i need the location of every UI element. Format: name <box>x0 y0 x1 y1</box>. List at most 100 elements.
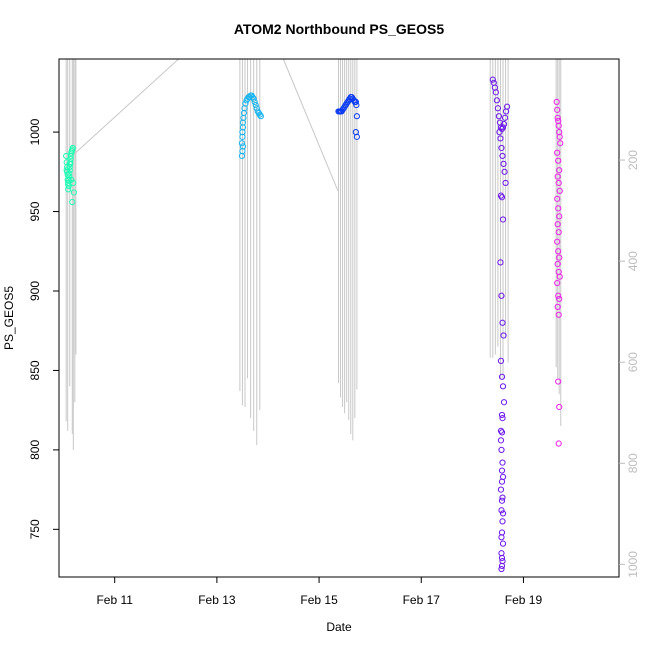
data-point <box>498 373 506 380</box>
data-point <box>501 114 509 121</box>
data-point <box>498 411 506 419</box>
data-point <box>68 176 75 183</box>
data-point <box>499 518 506 525</box>
data-point <box>498 534 505 541</box>
data-point <box>65 186 72 193</box>
data-point <box>498 478 506 485</box>
data-point <box>498 565 505 573</box>
data-point <box>555 292 562 299</box>
data-point <box>554 114 561 121</box>
x-tick-label: Feb 17 <box>403 593 441 607</box>
data-point <box>70 179 77 187</box>
data-point <box>63 167 70 174</box>
y-tick-label: 900 <box>28 281 42 301</box>
data-point <box>497 486 505 493</box>
data-point <box>492 89 499 96</box>
track-line <box>282 58 339 192</box>
data-point <box>556 295 563 303</box>
y-tick-label: 750 <box>28 519 42 539</box>
x-tick-label: Feb 11 <box>96 593 133 607</box>
data-point <box>554 106 561 113</box>
data-point <box>70 189 77 196</box>
data-point <box>554 173 561 180</box>
data-point <box>555 378 562 385</box>
data-point <box>498 194 506 201</box>
data-point <box>556 273 563 280</box>
data-point <box>495 113 503 120</box>
data-point <box>497 427 505 434</box>
data-point <box>352 98 359 106</box>
data-point <box>554 149 561 156</box>
data-point <box>252 101 259 109</box>
data-point <box>499 510 507 517</box>
x-tick-label: Feb 19 <box>505 593 543 607</box>
y-tick-label: 950 <box>28 201 42 221</box>
data-point <box>499 494 506 501</box>
data-point <box>69 144 76 152</box>
x-tick-label: Feb 15 <box>300 593 338 607</box>
x-tick-label: Feb 13 <box>198 593 236 607</box>
data-point <box>65 176 72 183</box>
data-point <box>494 105 502 112</box>
data-point <box>66 167 73 174</box>
data-point <box>555 205 562 212</box>
vertical-profile-lines <box>65 59 562 450</box>
data-point <box>498 144 505 152</box>
data-point <box>69 198 76 206</box>
y2-tick-label: 400 <box>626 251 640 271</box>
data-point <box>500 399 508 406</box>
data-point <box>63 152 70 160</box>
data-point <box>489 76 496 83</box>
data-point <box>250 95 257 102</box>
data-point <box>556 254 563 261</box>
data-point <box>555 248 562 255</box>
data-point <box>498 507 505 514</box>
data-point <box>353 101 360 109</box>
data-point <box>498 292 505 299</box>
data-point <box>554 303 561 310</box>
data-point <box>499 459 506 466</box>
y-tick-label: 850 <box>28 360 42 380</box>
data-point <box>555 229 562 236</box>
data-point <box>554 279 561 287</box>
data-point <box>500 160 507 167</box>
chart-title: ATOM2 Northbound PS_GEOS5 <box>234 21 444 37</box>
data-point <box>498 467 506 474</box>
y-tick-label: 1000 <box>28 118 42 145</box>
data-point <box>499 415 506 422</box>
data-point <box>66 173 73 180</box>
data-point <box>257 113 264 120</box>
data-point <box>496 128 503 136</box>
plot-frame <box>58 58 620 578</box>
data-point <box>499 319 506 326</box>
data-point <box>556 133 563 140</box>
data-point <box>555 440 562 447</box>
data-point <box>499 383 507 390</box>
data-point <box>497 135 504 142</box>
data-point <box>498 446 505 453</box>
data-point <box>498 562 506 569</box>
x-axis-label: Date <box>326 620 352 634</box>
data-point <box>497 357 505 365</box>
track-line <box>73 58 179 155</box>
y2-tick-label: 800 <box>626 453 640 473</box>
data-point <box>498 554 506 562</box>
y-axis-label: PS_GEOS5 <box>2 286 16 350</box>
data-point <box>500 332 507 339</box>
data-point <box>556 167 563 174</box>
y-tick-label: 800 <box>28 440 42 460</box>
data-point <box>556 403 563 411</box>
data-point <box>557 140 564 147</box>
y2-tick-label: 200 <box>626 150 640 170</box>
data-point <box>251 98 258 106</box>
data-point <box>498 497 506 504</box>
data-point <box>500 121 508 128</box>
data-point <box>556 213 563 220</box>
data-point <box>554 238 561 245</box>
data-point <box>238 140 246 147</box>
data-point <box>556 187 563 194</box>
data-point <box>555 311 562 318</box>
data-point <box>554 221 561 228</box>
data-point <box>555 157 562 164</box>
